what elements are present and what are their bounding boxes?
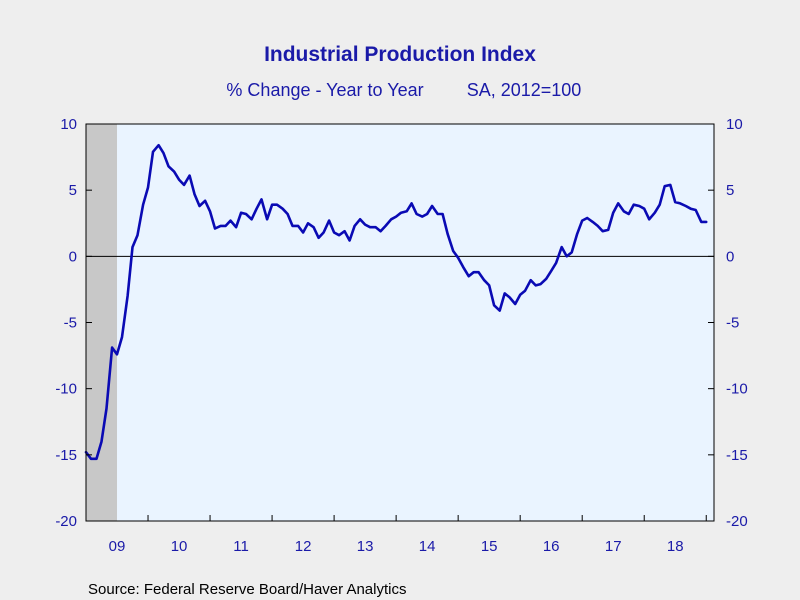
y-tick-label-right: 10	[726, 116, 743, 133]
axes: 10 10 5 5 0 0 -5 -5 -10 -10 -15 -15 -20 -20 09 10 11 12 13…	[55, 116, 747, 555]
x-tick-label: 17	[605, 538, 622, 555]
x-tick-label: 13	[357, 538, 374, 555]
x-tick-label: 11	[233, 538, 249, 555]
y-tick-label-left: -5	[64, 315, 77, 332]
x-tick-label: 16	[543, 538, 560, 555]
chart-subtitle-right: SA, 2012=100	[467, 80, 582, 100]
y-tick-label-left: 5	[69, 182, 77, 199]
y-tick-label-left: -15	[55, 447, 77, 464]
plot-area	[84, 124, 714, 521]
chart-subtitle-left: % Change - Year to Year	[226, 80, 423, 100]
series-line-0	[84, 143, 708, 461]
x-tick-label: 18	[667, 538, 684, 555]
y-tick-label-left: 10	[60, 116, 77, 133]
y-tick-label-right: -20	[726, 513, 748, 530]
y-tick-label-right: -15	[726, 447, 748, 464]
y-tick-label-left: -10	[55, 381, 77, 398]
x-tick-label: 12	[295, 538, 312, 555]
y-tick-label-right: 5	[726, 182, 734, 199]
source-note: Source: Federal Reserve Board/Haver Anal…	[88, 581, 406, 598]
y-tick-label-right: -10	[726, 381, 748, 398]
plot-background	[86, 124, 714, 521]
x-tick-label: 14	[419, 538, 436, 555]
y-tick-label-left: -20	[55, 513, 77, 530]
x-tick-label: 15	[481, 538, 498, 555]
x-tick-label: 10	[171, 538, 188, 555]
y-tick-label-right: 0	[726, 248, 734, 265]
chart-title: Industrial Production Index	[264, 43, 536, 66]
x-tick-label: 09	[109, 538, 126, 555]
y-tick-label-right: -5	[726, 315, 739, 332]
y-tick-label-left: 0	[69, 248, 77, 265]
